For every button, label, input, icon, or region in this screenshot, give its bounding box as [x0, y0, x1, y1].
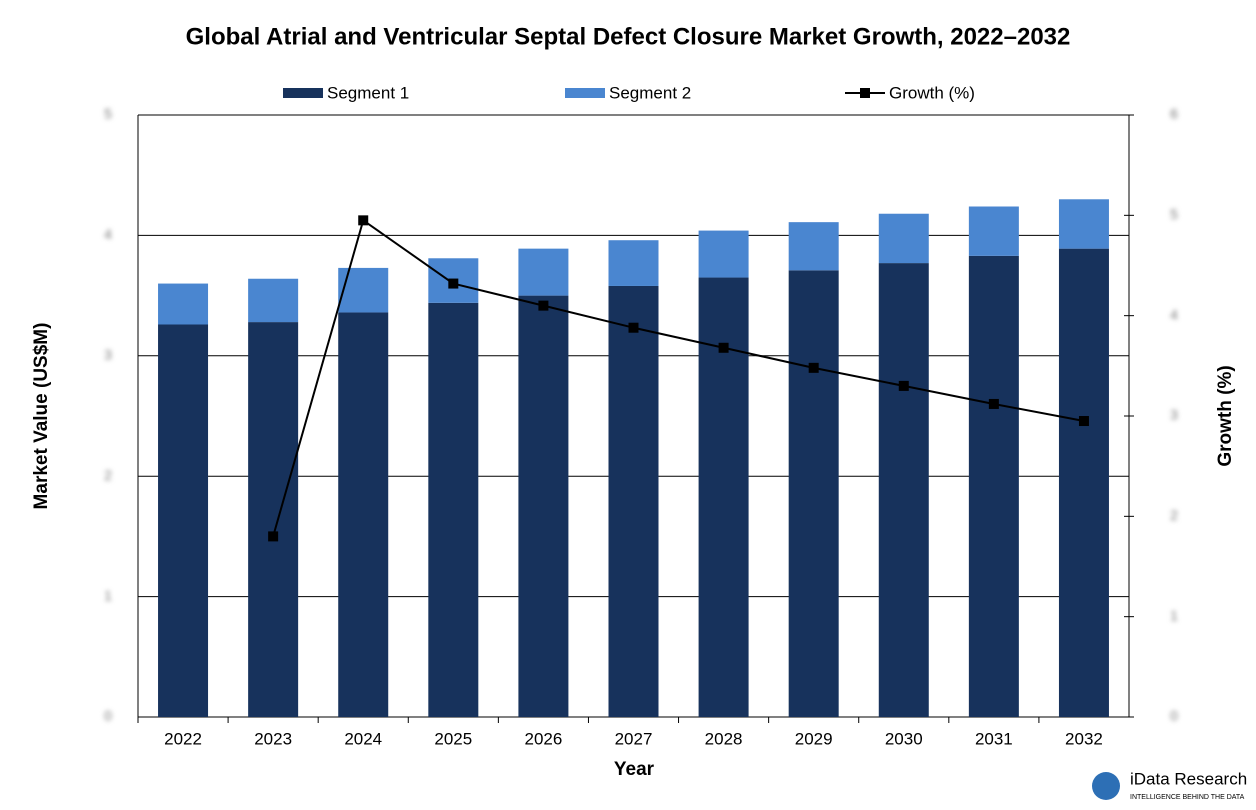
bar	[158, 283, 209, 325]
x-tick-label: 2026	[524, 729, 562, 748]
y-tick-label: 5	[104, 106, 112, 122]
y-tick-label: 2	[104, 467, 112, 483]
logo-icon	[1092, 772, 1120, 800]
bar	[248, 322, 299, 717]
logo-tagline: INTELLIGENCE BEHIND THE DATA	[1130, 794, 1245, 801]
y2-axis-label: Growth (%)	[1215, 365, 1236, 466]
x-tick-label: 2032	[1065, 729, 1103, 748]
bar	[1058, 248, 1109, 718]
bar	[338, 312, 389, 717]
legend-swatch	[565, 88, 605, 98]
legend-marker	[860, 88, 870, 98]
x-tick-label: 2022	[164, 729, 202, 748]
y2-tick-label: 2	[1170, 507, 1178, 523]
growth-marker	[718, 342, 729, 353]
growth-marker	[898, 380, 909, 391]
bar	[698, 230, 749, 278]
bar	[968, 255, 1019, 718]
logo-name: iData Research	[1130, 769, 1247, 788]
growth-marker	[628, 322, 639, 333]
growth-marker	[988, 398, 999, 409]
growth-marker	[268, 531, 279, 542]
bar	[788, 270, 839, 717]
bar	[428, 302, 479, 717]
chart-title: Global Atrial and Ventricular Septal Def…	[186, 23, 1071, 50]
bar	[158, 324, 209, 717]
legend-label: Segment 1	[327, 83, 409, 102]
y-tick-label: 0	[104, 708, 112, 724]
bar	[878, 213, 929, 264]
bar	[608, 240, 659, 286]
legend-swatch	[283, 88, 323, 98]
y2-tick-label: 4	[1170, 306, 1178, 322]
x-tick-label: 2027	[615, 729, 653, 748]
y2-tick-label: 6	[1170, 106, 1178, 122]
y-tick-label: 3	[104, 347, 112, 363]
growth-marker	[358, 215, 369, 226]
y2-tick-label: 0	[1170, 708, 1178, 724]
growth-marker	[808, 362, 819, 373]
growth-line	[272, 218, 1085, 537]
bar	[248, 278, 299, 323]
bar	[518, 295, 569, 717]
y2-tick-label: 5	[1170, 206, 1178, 222]
bar	[338, 267, 389, 313]
legend-label: Growth (%)	[889, 83, 975, 102]
bar	[608, 285, 659, 717]
y-tick-label: 4	[104, 226, 112, 242]
legend-label: Segment 2	[609, 83, 691, 102]
bar	[878, 263, 929, 717]
growth-marker	[538, 300, 549, 311]
x-tick-label: 2023	[254, 729, 292, 748]
bar	[518, 248, 569, 296]
x-tick-label: 2029	[795, 729, 833, 748]
x-axis-label: Year	[614, 759, 655, 780]
growth-marker	[1078, 416, 1089, 427]
growth-marker	[448, 278, 459, 289]
x-tick-label: 2025	[434, 729, 472, 748]
bar	[788, 222, 839, 271]
y2-tick-label: 1	[1170, 607, 1178, 623]
y-tick-label: 1	[104, 587, 112, 603]
y2-tick-label: 3	[1170, 407, 1178, 423]
bar	[1058, 199, 1109, 249]
x-tick-label: 2028	[705, 729, 743, 748]
x-tick-label: 2024	[344, 729, 382, 748]
bar	[968, 206, 1019, 256]
x-tick-label: 2030	[885, 729, 923, 748]
y-axis-label: Market Value (US$M)	[31, 323, 52, 510]
x-tick-label: 2031	[975, 729, 1013, 748]
